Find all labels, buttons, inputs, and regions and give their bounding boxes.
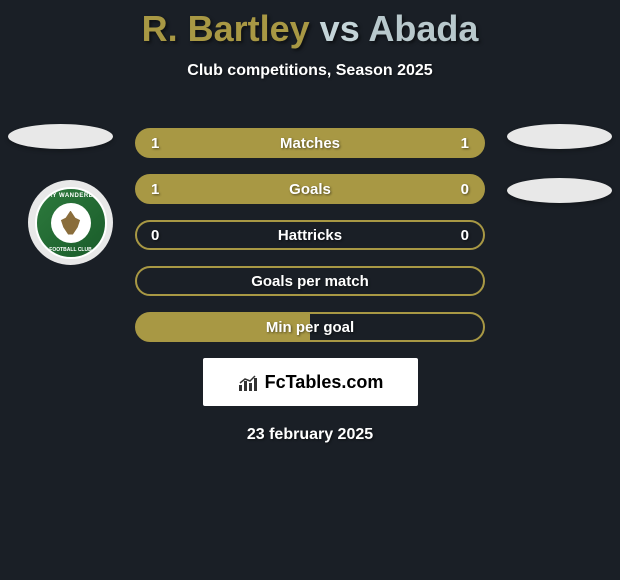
badge-outer-ring: BRAY WANDERERS FOOTBALL CLUB [28,180,113,265]
footer-logo-text: FcTables.com [265,372,384,393]
badge-center-circle [51,203,91,243]
date-text: 23 february 2025 [0,426,620,444]
stat-label: Matches [280,135,340,152]
stat-label: Goals [289,181,331,198]
stat-value-left: 1 [151,135,159,152]
team-badge: BRAY WANDERERS FOOTBALL CLUB [28,180,113,265]
badge-inner: BRAY WANDERERS FOOTBALL CLUB [35,187,107,259]
stat-row-hattricks: 0 Hattricks 0 [135,220,485,250]
player1-placeholder-1 [8,124,113,149]
chart-icon [237,373,261,391]
badge-team-name-bottom: FOOTBALL CLUB [37,247,105,253]
stat-row-goals: 1 Goals 0 [135,174,485,204]
stat-label: Min per goal [266,319,354,336]
vs-text: vs [320,8,360,49]
player2-placeholder-1 [507,124,612,149]
page-title: R. Bartley vs Abada [0,0,620,50]
player2-placeholder-2 [507,178,612,203]
footer-logo[interactable]: FcTables.com [203,358,418,406]
badge-team-name-top: BRAY WANDERERS [37,193,105,199]
stat-value-right: 1 [461,135,469,152]
player2-name: Abada [368,8,478,49]
stat-value-right: 0 [461,227,469,244]
stat-label: Goals per match [251,273,369,290]
stat-row-min-per-goal: Min per goal [135,312,485,342]
stat-label: Hattricks [278,227,342,244]
badge-animal-icon [59,211,83,235]
stat-row-matches: 1 Matches 1 [135,128,485,158]
stat-value-left: 1 [151,181,159,198]
stat-row-goals-per-match: Goals per match [135,266,485,296]
stat-value-left: 0 [151,227,159,244]
player1-name: R. Bartley [142,8,310,49]
stat-value-right: 0 [461,181,469,198]
subtitle: Club competitions, Season 2025 [0,62,620,80]
